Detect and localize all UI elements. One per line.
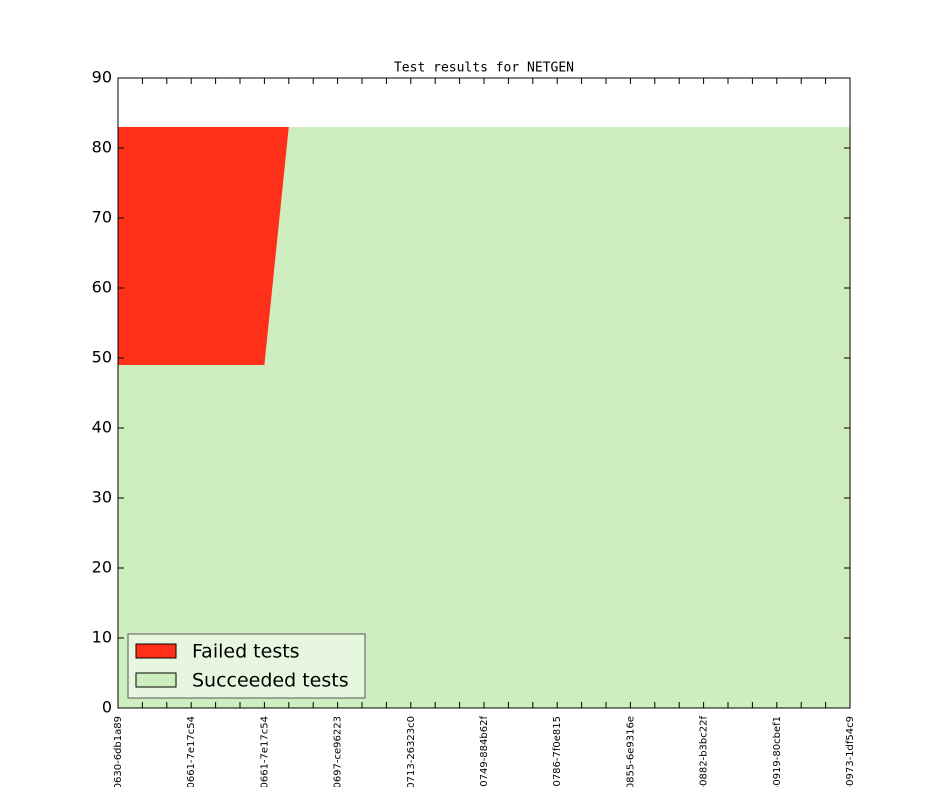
x-tick-label: 0697-ce96223 — [333, 716, 344, 787]
legend-swatch — [135, 643, 177, 659]
legend-label: Failed tests — [192, 641, 300, 663]
x-tick-label: 0749-884b62f — [479, 716, 490, 787]
y-tick-label: 50 — [92, 348, 112, 367]
chart-title: Test results for NETGEN — [394, 61, 574, 76]
y-tick-label: 30 — [92, 488, 112, 507]
area — [118, 127, 850, 365]
x-tick-label: 0661-7e17c54 — [186, 716, 197, 787]
y-tick-label: 60 — [92, 278, 112, 297]
y-tick-label: 10 — [92, 628, 112, 647]
area — [118, 127, 850, 708]
x-tick-label: -0919-80cbef1 — [772, 716, 783, 787]
x-tick-label: -0882-b3bc22f — [699, 716, 710, 787]
legend-label: Succeeded tests — [192, 670, 349, 692]
y-tick-label: 70 — [92, 208, 112, 227]
legend: Failed tests Succeeded tests — [127, 633, 366, 699]
y-tick-label: 40 — [92, 418, 112, 437]
x-tick-label: 0661-7e17c54 — [259, 716, 270, 787]
y-tick-label: 80 — [92, 138, 112, 157]
y-tick-label: 0 — [102, 698, 112, 717]
x-tick-label: 0855-6e9316e — [625, 716, 636, 787]
x-tick-label: 0713-26323c0 — [406, 716, 417, 787]
x-tick-label: 0786-7f0e815 — [552, 716, 563, 787]
legend-swatch — [135, 672, 177, 688]
y-tick-label: 90 — [92, 68, 112, 87]
y-tick-label: 20 — [92, 558, 112, 577]
x-tick-label: -0973-1df54c9 — [845, 716, 856, 787]
x-tick-label: 0630-6db1a89 — [113, 716, 124, 787]
